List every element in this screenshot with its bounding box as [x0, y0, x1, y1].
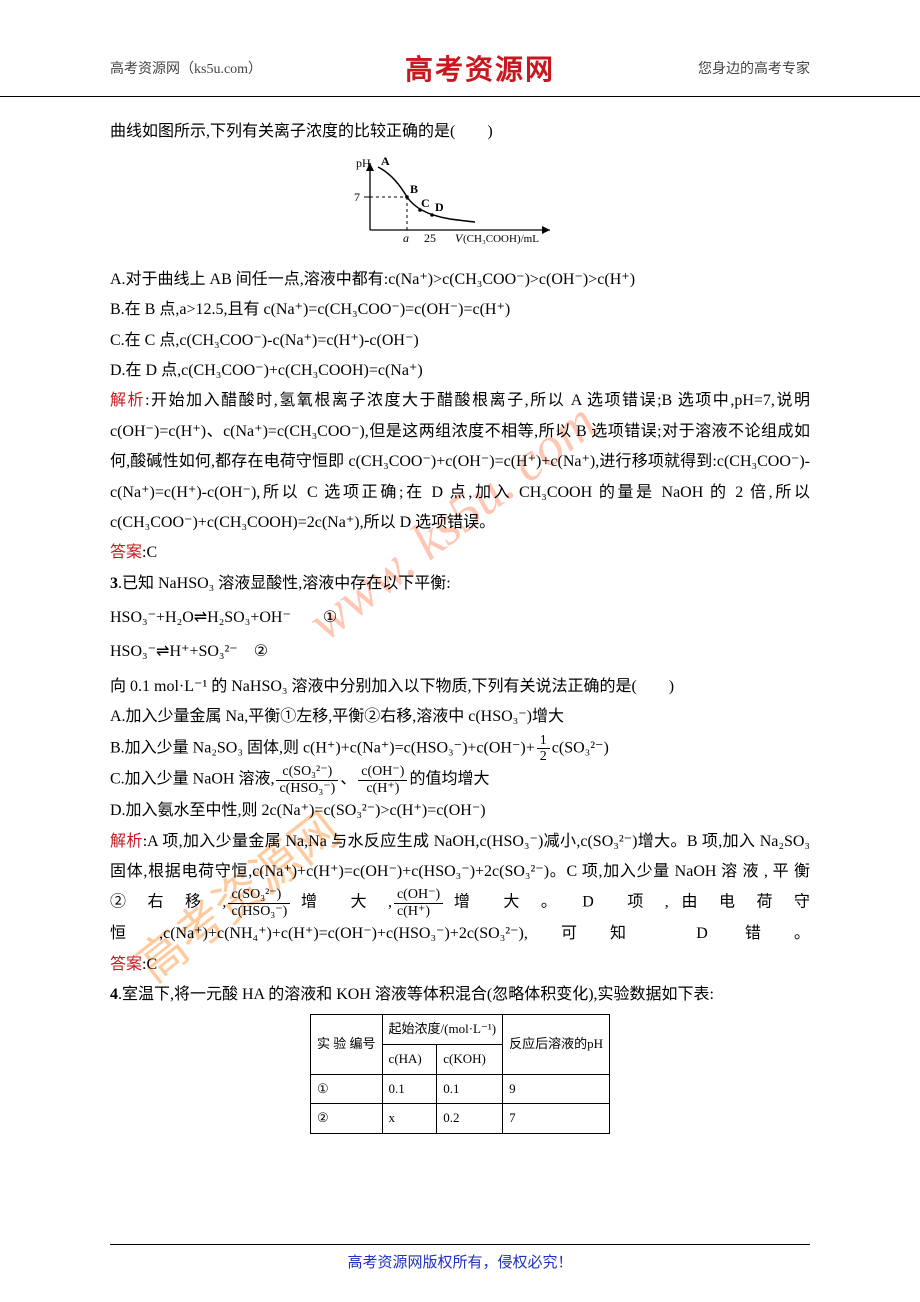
cell: ① — [311, 1074, 383, 1104]
q3-stem1-text: .已知 NaHSO₃ 溶液显酸性,溶液中存在以下平衡: — [118, 575, 451, 592]
q3c-f2: c(OH⁻)c(H⁺) — [358, 764, 407, 796]
q3-opt-c: C.加入少量 NaOH 溶液,c(SO₃²⁻)c(HSO₃⁻)、c(OH⁻)c(… — [110, 764, 810, 796]
th-cha: c(HA) — [382, 1045, 437, 1075]
cell: 9 — [503, 1074, 610, 1104]
cell: 7 — [503, 1104, 610, 1134]
q3-eq2: HSO₃⁻⇌H⁺+SO₃²⁻ ② — [110, 637, 810, 667]
header-right: 您身边的高考专家 — [698, 58, 810, 78]
page-header: 高考资源网（ks5u.com） 高考资源网 您身边的高考专家 — [0, 0, 920, 97]
q3-stem2: 向 0.1 mol·L⁻¹ 的 NaHSO₃ 溶液中分别加入以下物质,下列有关说… — [110, 672, 810, 702]
analysis-label: 解析 — [110, 833, 143, 850]
q2-analysis: 解析:开始加入醋酸时,氢氧根离子浓度大于醋酸根离子,所以 A 选项错误;B 选项… — [110, 386, 810, 538]
q3-answer-text: :C — [142, 956, 157, 973]
svg-text:7: 7 — [354, 190, 360, 204]
cell: 0.1 — [437, 1074, 503, 1104]
q3-an-f1: c(SO₃²⁻)c(HSO₃⁻) — [228, 887, 290, 919]
q3-answer: 答案:C — [110, 950, 810, 980]
cell: ② — [311, 1104, 383, 1134]
table-header-row1: 实 验 编号 起始浓度/(mol·L⁻¹) 反应后溶液的pH — [311, 1015, 610, 1045]
svg-text:B: B — [410, 182, 418, 196]
cell: 0.1 — [382, 1074, 437, 1104]
q4-stem: 4.室温下,将一元酸 HA 的溶液和 KOH 溶液等体积混合(忽略体积变化),实… — [110, 980, 810, 1010]
q2-opt-c: C.在 C 点,c(CH₃COO⁻)-c(Na⁺)=c(H⁺)-c(OH⁻) — [110, 326, 810, 356]
q3-opt-a: A.加入少量金属 Na,平衡①左移,平衡②右移,溶液中 c(HSO₃⁻)增大 — [110, 702, 810, 732]
page-content: 曲线如图所示,下列有关离子浓度的比较正确的是( ) pH 7 a 25 V (C… — [110, 117, 810, 1134]
svg-text:pH: pH — [356, 156, 371, 170]
q3b-pre: B.加入少量 Na₂SO₃ 固体,则 c(H⁺)+c(Na⁺)=c(HSO₃⁻)… — [110, 739, 535, 756]
q3c-pre: C.加入少量 NaOH 溶液, — [110, 771, 274, 788]
th-conc: 起始浓度/(mol·L⁻¹) — [382, 1015, 503, 1045]
q2-analysis-text: :开始加入醋酸时,氢氧根离子浓度大于醋酸根离子,所以 A 选项错误;B 选项中,… — [110, 392, 810, 531]
q3-eq1: HSO₃⁻+H₂O⇌H₂SO₃+OH⁻ ① — [110, 603, 810, 633]
q2-answer-text: :C — [142, 544, 157, 561]
q2-opt-a: A.对于曲线上 AB 间任一点,溶液中都有:c(Na⁺)>c(CH₃COO⁻)>… — [110, 265, 810, 295]
q3-analysis: 解析:A 项,加入少量金属 Na,Na 与水反应生成 NaOH,c(HSO₃⁻)… — [110, 827, 810, 950]
q4-table: 实 验 编号 起始浓度/(mol·L⁻¹) 反应后溶液的pH c(HA) c(K… — [310, 1014, 610, 1134]
svg-text:C: C — [421, 196, 430, 210]
page-footer: 高考资源网版权所有，侵权必究！ — [110, 1244, 810, 1272]
q2-opt-d: D.在 D 点,c(CH₃COO⁻)+c(CH₃COOH)=c(Na⁺) — [110, 356, 810, 386]
header-left: 高考资源网（ks5u.com） — [110, 58, 262, 78]
q4-num: 4 — [110, 986, 118, 1003]
q2-intro: 曲线如图所示,下列有关离子浓度的比较正确的是( ) — [110, 117, 810, 147]
ph-curve-svg: pH 7 a 25 V (CH₃COOH)/mL A B C D — [350, 155, 570, 245]
svg-text:D: D — [435, 200, 444, 214]
analysis-label: 解析 — [110, 392, 145, 409]
q3c-post: 的值均增大 — [409, 771, 489, 788]
q3b-post: c(SO₃²⁻) — [552, 739, 609, 756]
cell: x — [382, 1104, 437, 1134]
cell: 0.2 — [437, 1104, 503, 1134]
th-ckoh: c(KOH) — [437, 1045, 503, 1075]
q3c-mid: 、 — [340, 771, 356, 788]
q3-stem1: 3.已知 NaHSO₃ 溶液显酸性,溶液中存在以下平衡: — [110, 569, 810, 599]
q4-stem-text: .室温下,将一元酸 HA 的溶液和 KOH 溶液等体积混合(忽略体积变化),实验… — [118, 986, 714, 1003]
svg-text:25: 25 — [424, 231, 436, 245]
svg-text:(CH₃COOH)/mL: (CH₃COOH)/mL — [463, 233, 539, 245]
table-row: ② x 0.2 7 — [311, 1104, 610, 1134]
q3b-frac: 12 — [537, 733, 550, 765]
answer-label: 答案 — [110, 544, 142, 561]
svg-text:a: a — [403, 231, 409, 245]
table-row: ① 0.1 0.1 9 — [311, 1074, 610, 1104]
q2-answer: 答案:C — [110, 538, 810, 568]
q2-opt-b: B.在 B 点,a>12.5,且有 c(Na⁺)=c(CH₃COO⁻)=c(OH… — [110, 295, 810, 325]
q3-opt-d: D.加入氨水至中性,则 2c(Na⁺)=c(SO₃²⁻)>c(H⁺)=c(OH⁻… — [110, 796, 810, 826]
answer-label: 答案 — [110, 956, 142, 973]
q3-an-f2: c(OH⁻)c(H⁺) — [394, 887, 443, 919]
header-center-logo: 高考资源网 — [262, 48, 698, 88]
q2-figure: pH 7 a 25 V (CH₃COOH)/mL A B C D — [110, 155, 810, 256]
q3c-f1: c(SO₃²⁻)c(HSO₃⁻) — [276, 764, 338, 796]
th-ph: 反应后溶液的pH — [503, 1015, 610, 1074]
q3-opt-b: B.加入少量 Na₂SO₃ 固体,则 c(H⁺)+c(Na⁺)=c(HSO₃⁻)… — [110, 733, 810, 765]
svg-text:A: A — [381, 155, 390, 168]
q3-num: 3 — [110, 575, 118, 592]
q3-an-mid1: 增 大 , — [292, 894, 392, 911]
th-exp-no: 实 验 编号 — [311, 1015, 383, 1074]
